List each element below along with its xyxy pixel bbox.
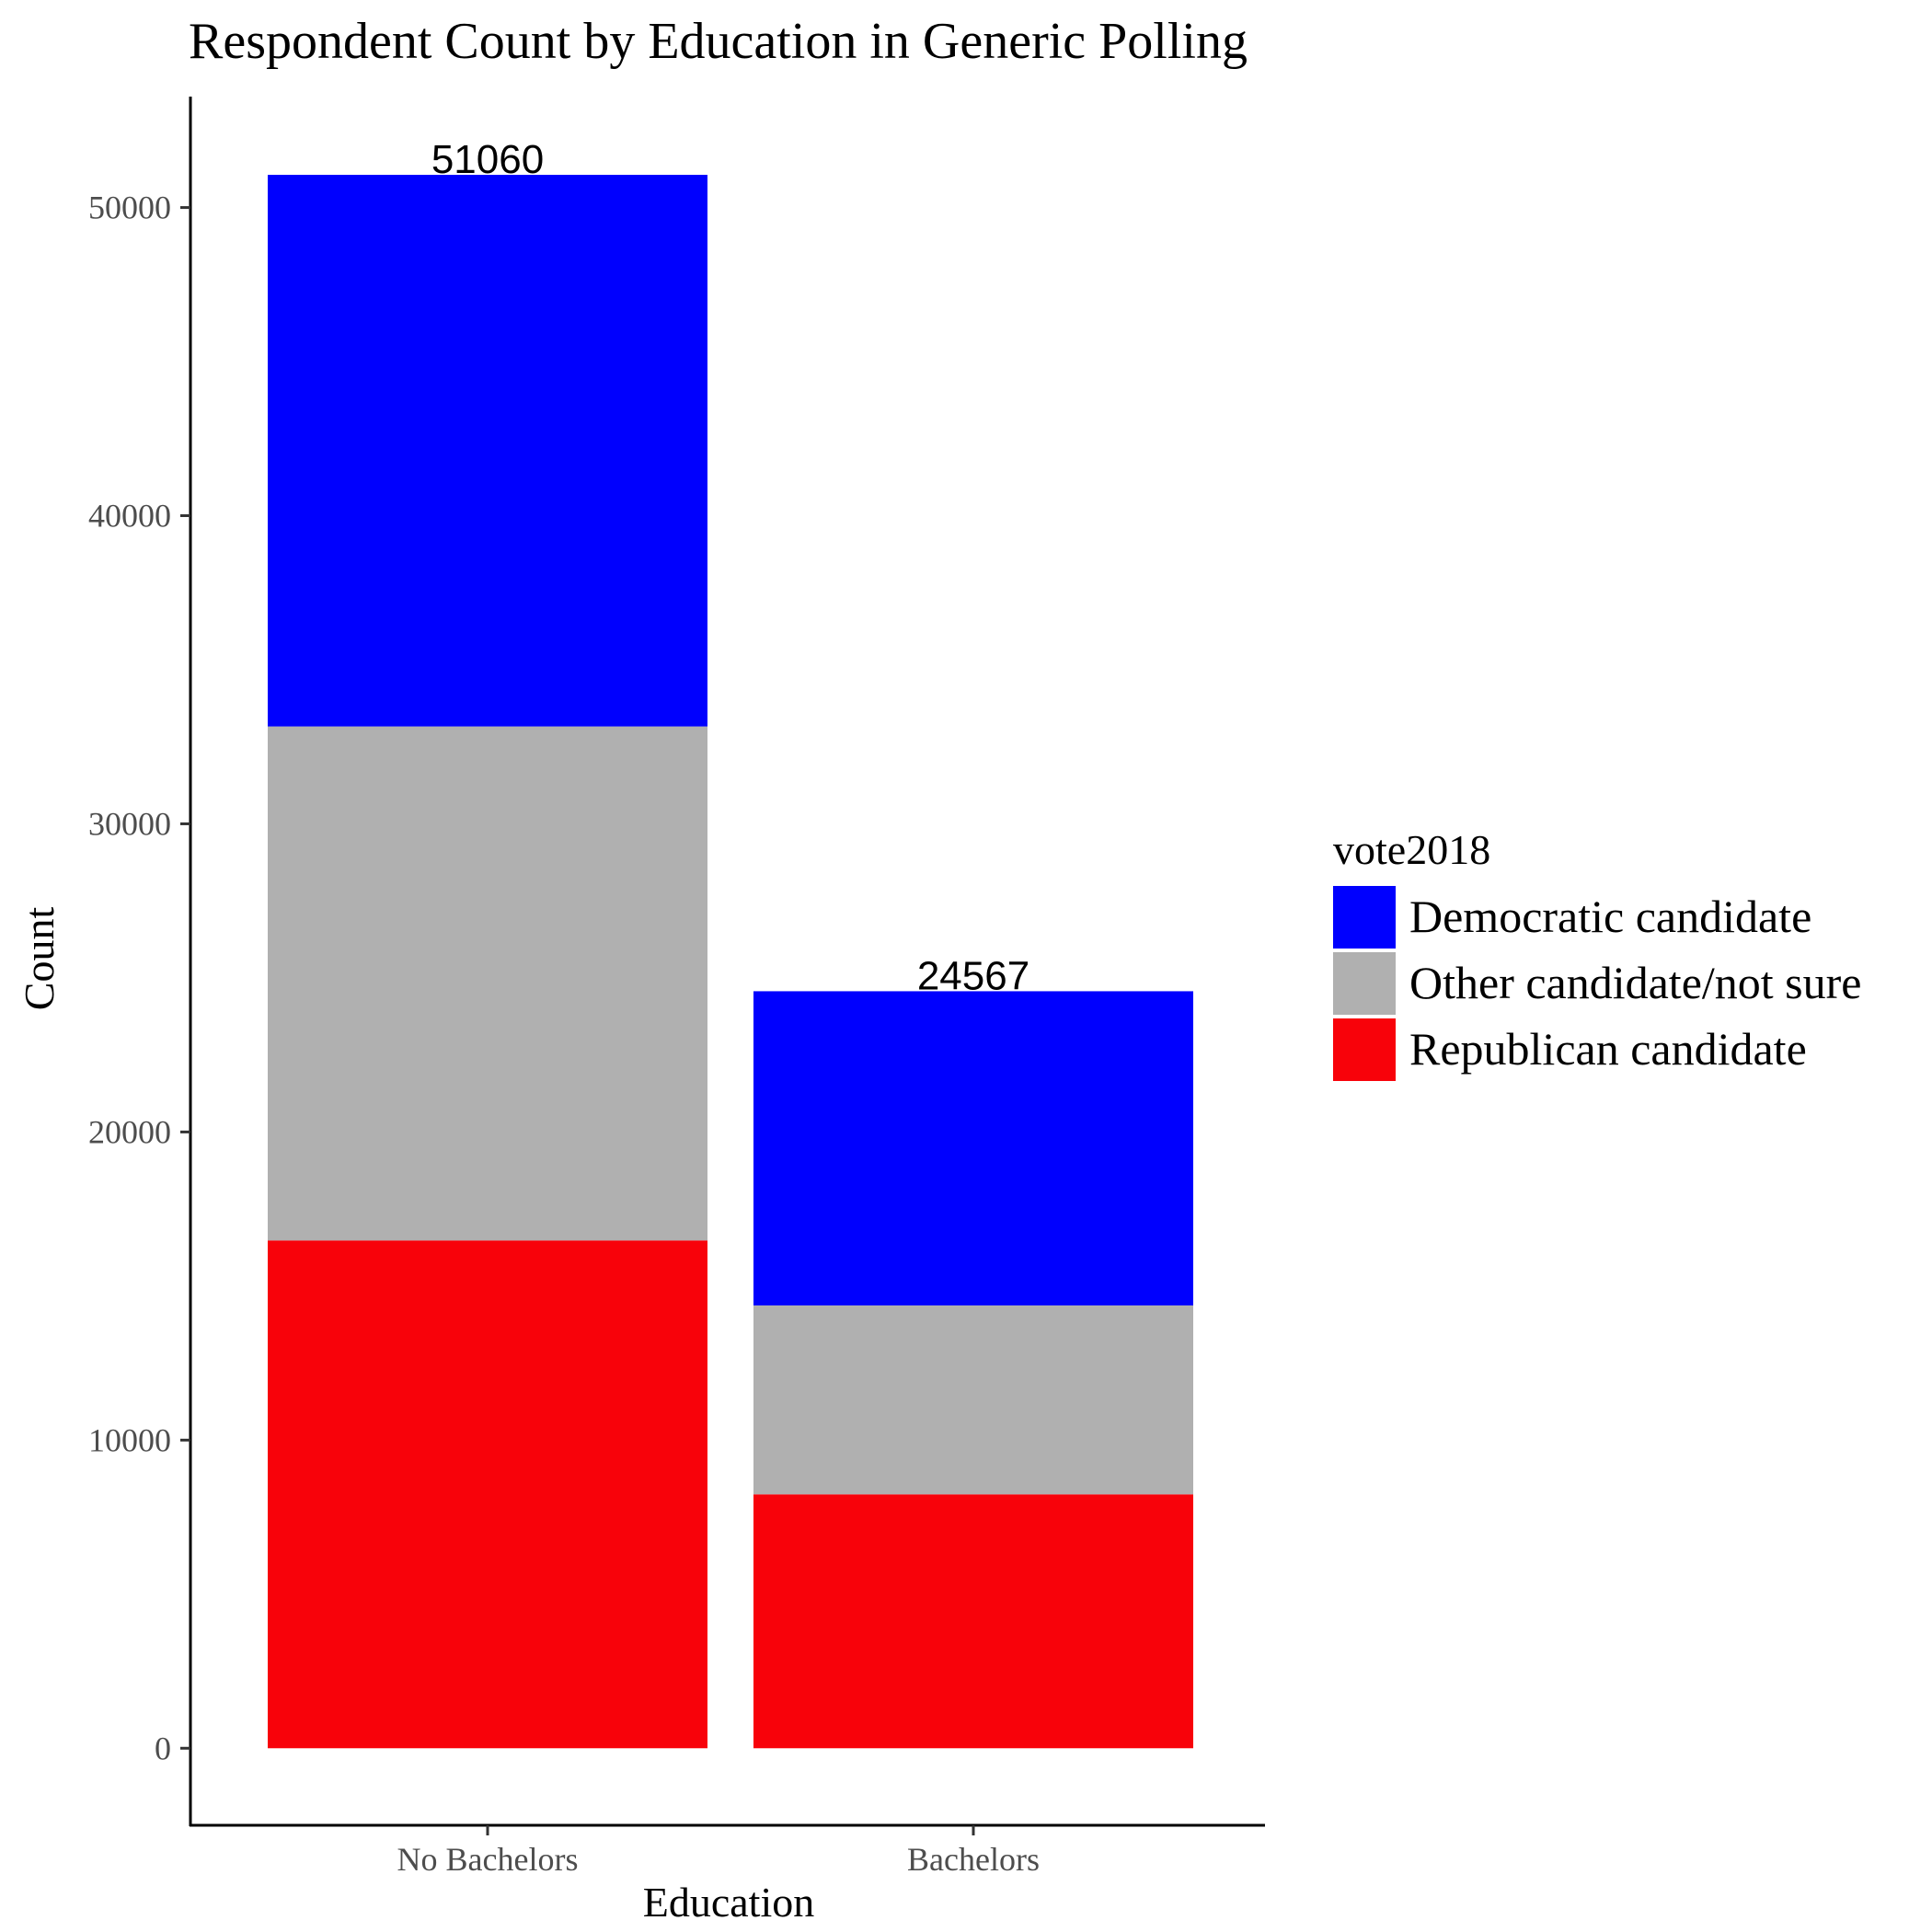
y-tick-label: 10000 bbox=[88, 1421, 171, 1458]
bars bbox=[268, 175, 1193, 1749]
total-labels: 51060 24567 bbox=[431, 137, 1029, 998]
y-tick-label: 0 bbox=[155, 1730, 171, 1766]
bar-no-bachelors-democratic-candidate bbox=[268, 175, 707, 727]
y-tick-label: 40000 bbox=[88, 498, 171, 535]
x-axis-title: Education bbox=[643, 1879, 815, 1926]
legend: vote2018 Democratic candidate Other candi… bbox=[1333, 826, 1861, 1081]
y-tick-label: 30000 bbox=[88, 805, 171, 842]
y-tick-label: 50000 bbox=[88, 190, 171, 226]
legend-title: vote2018 bbox=[1333, 826, 1490, 873]
x-tick-label-no-bachelors: No Bachelors bbox=[397, 1841, 579, 1878]
bar-no-bachelors-republican-candidate bbox=[268, 1240, 707, 1749]
legend-swatch-democratic-candidate bbox=[1333, 886, 1396, 949]
x-axis-ticks: No Bachelors Bachelors bbox=[397, 1825, 1040, 1878]
legend-label-republican-candidate: Republican candidate bbox=[1409, 1023, 1807, 1075]
legend-label-democratic-candidate: Democratic candidate bbox=[1409, 891, 1811, 942]
bar-bachelors-other-candidate-not-sure bbox=[753, 1305, 1193, 1495]
bar-bachelors-republican-candidate bbox=[753, 1494, 1193, 1749]
bar-no-bachelors-other-candidate-not-sure bbox=[268, 726, 707, 1241]
chart-title: Respondent Count by Education in Generic… bbox=[189, 13, 1248, 70]
bar-bachelors-democratic-candidate bbox=[753, 991, 1193, 1305]
x-tick-label-bachelors: Bachelors bbox=[907, 1841, 1040, 1878]
legend-label-other-candidate-not-sure: Other candidate/not sure bbox=[1409, 957, 1861, 1008]
total-label-no-bachelors: 51060 bbox=[431, 137, 544, 182]
y-axis-title: Count bbox=[16, 907, 63, 1011]
total-label-bachelors: 24567 bbox=[917, 953, 1029, 998]
y-tick-label: 20000 bbox=[88, 1113, 171, 1150]
legend-swatch-other-candidate-not-sure bbox=[1333, 952, 1396, 1015]
legend-items: Democratic candidate Other candidate/not … bbox=[1333, 886, 1861, 1081]
y-axis-ticks: 0 10000 20000 30000 40000 50000 bbox=[88, 190, 190, 1766]
legend-swatch-republican-candidate bbox=[1333, 1018, 1396, 1081]
